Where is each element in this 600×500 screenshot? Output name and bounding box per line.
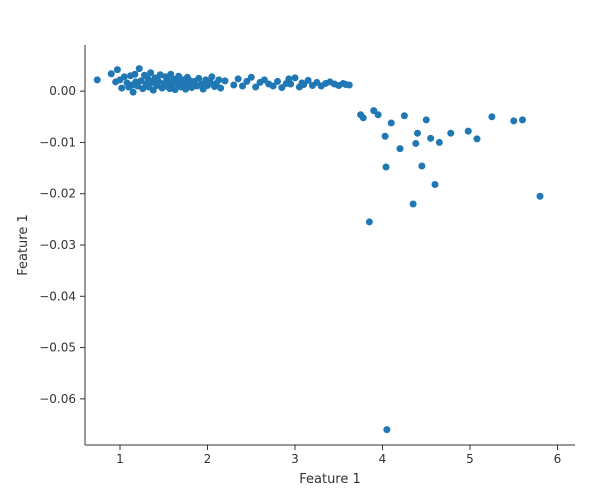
data-point	[94, 76, 101, 83]
data-point	[108, 70, 115, 77]
scatter-chart: 1 2 3 4 5 6 −0.06 −0.05 −0.04 −0.03 −0.02 −0.01 0.00…	[0, 0, 600, 500]
data-point	[360, 114, 367, 121]
y-tick-label: −0.03	[39, 238, 76, 252]
data-point	[510, 117, 517, 124]
data-point	[519, 116, 526, 123]
data-point	[412, 140, 419, 147]
chart-background	[0, 0, 600, 500]
data-point	[366, 218, 373, 225]
data-point	[427, 135, 434, 142]
data-point	[488, 113, 495, 120]
x-tick-label: 4	[379, 452, 387, 466]
data-point	[423, 116, 430, 123]
y-tick-label: −0.01	[39, 135, 76, 149]
data-point	[235, 75, 242, 82]
data-point	[222, 77, 229, 84]
data-point	[208, 73, 215, 80]
data-point	[465, 128, 472, 135]
chart-svg: 1 2 3 4 5 6 −0.06 −0.05 −0.04 −0.03 −0.02 −0.01 0.00…	[0, 0, 600, 500]
y-tick-label: −0.02	[39, 187, 76, 201]
x-tick-label: 1	[116, 452, 124, 466]
y-tick-label: 0.00	[49, 84, 76, 98]
data-point	[537, 193, 544, 200]
data-point	[217, 85, 224, 92]
data-point	[114, 66, 121, 73]
data-point	[118, 85, 125, 92]
data-point	[248, 74, 255, 81]
y-axis-label: Feature 1	[16, 214, 31, 276]
data-point	[414, 130, 421, 137]
data-point	[131, 71, 138, 78]
data-point	[383, 164, 390, 171]
data-point	[397, 145, 404, 152]
data-point	[287, 80, 294, 87]
data-point	[230, 82, 237, 89]
data-point	[375, 111, 382, 118]
x-tick-label: 6	[554, 452, 562, 466]
data-point	[401, 112, 408, 119]
data-point	[432, 181, 439, 188]
data-point	[410, 200, 417, 207]
x-axis-label: Feature 1	[299, 472, 361, 487]
data-point	[388, 119, 395, 126]
x-tick-label: 2	[204, 452, 212, 466]
data-point	[274, 78, 281, 85]
data-point	[382, 133, 389, 140]
data-point	[215, 76, 222, 83]
data-point	[346, 82, 353, 89]
data-point	[474, 135, 481, 142]
x-tick-label: 3	[291, 452, 299, 466]
x-tick-label: 5	[466, 452, 474, 466]
y-tick-label: −0.06	[39, 392, 76, 406]
data-point	[136, 65, 143, 72]
y-tick-label: −0.05	[39, 341, 76, 355]
data-point	[130, 89, 137, 96]
data-point	[436, 139, 443, 146]
data-point	[292, 74, 299, 81]
data-point	[383, 426, 390, 433]
data-point	[418, 163, 425, 170]
data-point	[121, 73, 128, 80]
data-point	[447, 130, 454, 137]
y-tick-label: −0.04	[39, 289, 76, 303]
